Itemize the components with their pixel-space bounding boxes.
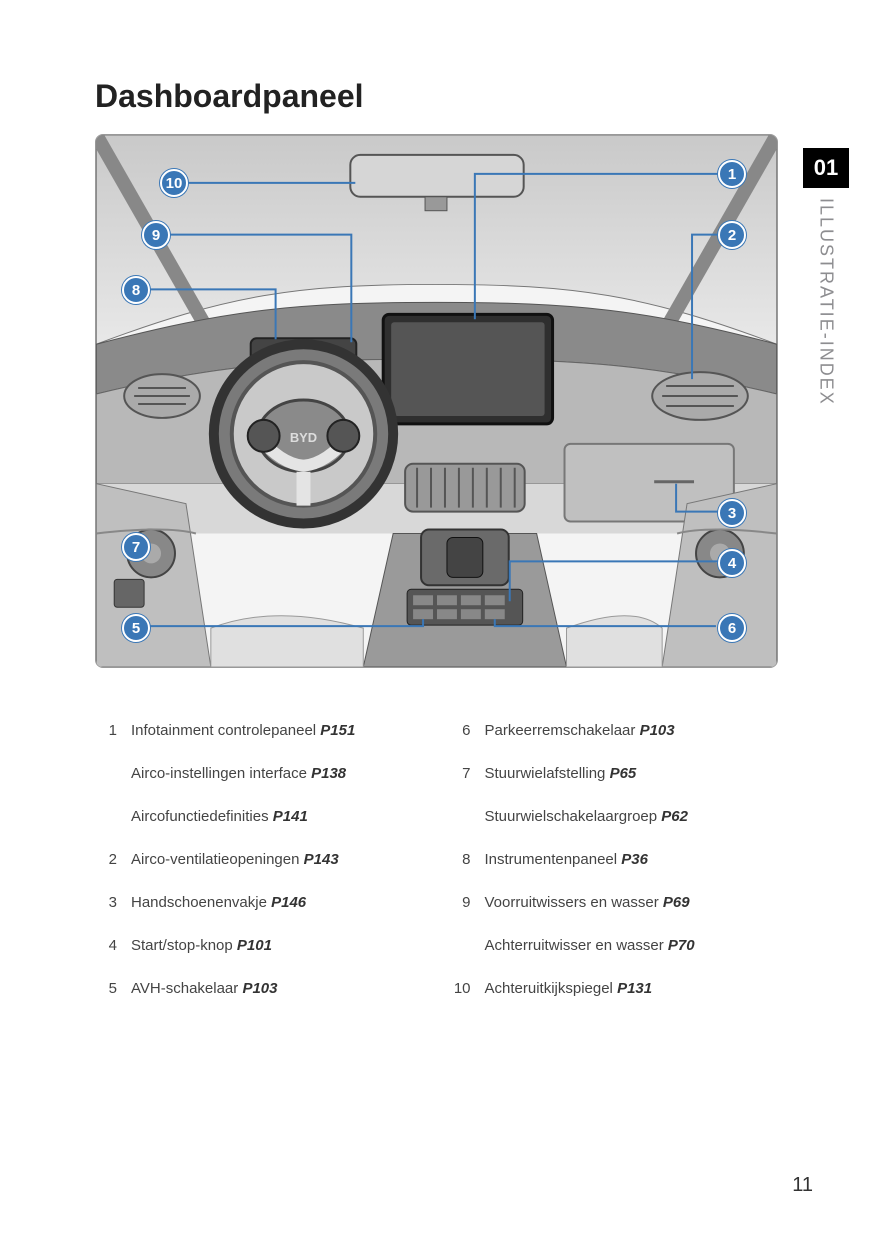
legend-row: 6Parkeerremschakelaar P103 [449, 720, 779, 741]
legend-number: 3 [95, 892, 131, 913]
legend-column-left: 1Infotainment controlepaneel P151 Airco-i… [95, 720, 425, 1021]
legend: 1Infotainment controlepaneel P151 Airco-i… [95, 720, 778, 1021]
callout-4: 4 [718, 549, 746, 577]
page-reference[interactable]: P131 [617, 980, 652, 997]
legend-number: 9 [449, 892, 485, 913]
page-reference[interactable]: P101 [237, 937, 272, 954]
legend-row: Stuurwielschakelaargroep P62 [449, 806, 779, 827]
legend-row: 1Infotainment controlepaneel P151 [95, 720, 425, 741]
legend-text: Handschoenenvakje P146 [131, 892, 425, 913]
page-reference[interactable]: P141 [273, 808, 308, 825]
callout-1: 1 [718, 160, 746, 188]
legend-row: Achterruitwisser en wasser P70 [449, 935, 779, 956]
callout-7: 7 [122, 533, 150, 561]
legend-row: 8Instrumentenpaneel P36 [449, 849, 779, 870]
page-reference[interactable]: P138 [311, 765, 346, 782]
side-tab: 01 ILLUSTRATIE-INDEX [803, 148, 849, 406]
legend-row: 7Stuurwielafstelling P65 [449, 763, 779, 784]
legend-text: Stuurwielafstelling P65 [485, 763, 779, 784]
chapter-number-badge: 01 [803, 148, 849, 188]
legend-text: Airco-instellingen interface P138 [131, 763, 425, 784]
dashboard-illustration: BYD [95, 134, 778, 668]
page-reference[interactable]: P143 [304, 851, 339, 868]
legend-row: 5AVH-schakelaar P103 [95, 978, 425, 999]
legend-column-right: 6Parkeerremschakelaar P103 7Stuurwielafst… [449, 720, 779, 1021]
page-reference[interactable]: P65 [610, 765, 637, 782]
page-number: 11 [792, 1174, 813, 1197]
legend-text: Start/stop-knop P101 [131, 935, 425, 956]
page-reference[interactable]: P70 [668, 937, 695, 954]
legend-text: Achteruitkijkspiegel P131 [485, 978, 779, 999]
callout-8: 8 [122, 276, 150, 304]
callout-2: 2 [718, 221, 746, 249]
legend-number: 6 [449, 720, 485, 741]
page-reference[interactable]: P151 [320, 722, 355, 739]
legend-number: 2 [95, 849, 131, 870]
dashboard-svg: BYD [96, 135, 777, 667]
legend-text: Voorruitwissers en wasser P69 [485, 892, 779, 913]
legend-text: Parkeerremschakelaar P103 [485, 720, 779, 741]
legend-text: Achterruitwisser en wasser P70 [485, 935, 779, 956]
callout-10: 10 [160, 169, 188, 197]
chapter-label: ILLUSTRATIE-INDEX [816, 198, 837, 406]
legend-number: 7 [449, 763, 485, 784]
legend-text: Aircofunctiedefinities P141 [131, 806, 425, 827]
page-reference[interactable]: P103 [242, 980, 277, 997]
page-title: Dashboardpaneel [95, 78, 364, 115]
page-reference[interactable]: P36 [621, 851, 648, 868]
legend-row: Airco-instellingen interface P138 [95, 763, 425, 784]
legend-text: AVH-schakelaar P103 [131, 978, 425, 999]
svg-text:BYD: BYD [290, 430, 317, 445]
callout-9: 9 [142, 221, 170, 249]
page-reference[interactable]: P103 [640, 722, 675, 739]
legend-text: Airco-ventilatieopeningen P143 [131, 849, 425, 870]
callout-6: 6 [718, 614, 746, 642]
page-reference[interactable]: P146 [271, 894, 306, 911]
legend-row: 4Start/stop-knop P101 [95, 935, 425, 956]
legend-row: 10Achteruitkijkspiegel P131 [449, 978, 779, 999]
legend-text: Instrumentenpaneel P36 [485, 849, 779, 870]
legend-row: 3Handschoenenvakje P146 [95, 892, 425, 913]
callout-3: 3 [718, 499, 746, 527]
legend-row: Aircofunctiedefinities P141 [95, 806, 425, 827]
legend-number: 8 [449, 849, 485, 870]
callout-5: 5 [122, 614, 150, 642]
page-reference[interactable]: P62 [661, 808, 688, 825]
legend-text: Stuurwielschakelaargroep P62 [485, 806, 779, 827]
legend-number: 5 [95, 978, 131, 999]
page-reference[interactable]: P69 [663, 894, 690, 911]
legend-row: 9Voorruitwissers en wasser P69 [449, 892, 779, 913]
legend-number: 4 [95, 935, 131, 956]
legend-number: 1 [95, 720, 131, 741]
legend-text: Infotainment controlepaneel P151 [131, 720, 425, 741]
legend-number: 10 [449, 978, 485, 999]
legend-row: 2Airco-ventilatieopeningen P143 [95, 849, 425, 870]
